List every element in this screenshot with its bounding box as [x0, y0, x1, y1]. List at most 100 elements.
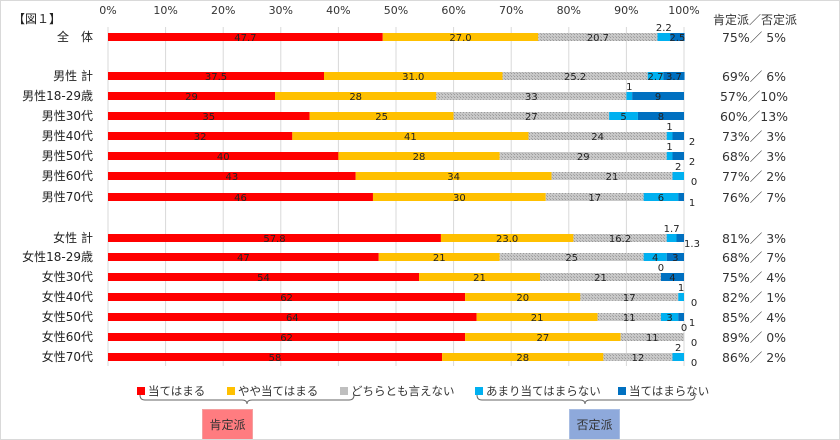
bar-segment	[108, 234, 441, 242]
data-label: 16.2	[609, 234, 631, 245]
data-label: 25	[375, 112, 388, 123]
row-label: 女性40代	[42, 289, 93, 304]
bar-segment	[643, 193, 679, 201]
bar-segment	[108, 353, 443, 361]
row-label: 男性30代	[42, 109, 93, 123]
bar-segment	[676, 234, 684, 242]
data-label: 0	[658, 263, 664, 274]
row-label: 女性30代	[42, 269, 93, 284]
row-label: 女性 計	[53, 230, 93, 245]
bar-segment	[108, 172, 356, 180]
data-label: 1	[666, 142, 672, 153]
bar-segment	[670, 33, 685, 41]
legend-label: あまり当てはまらない	[486, 384, 601, 398]
data-label: 3.7	[666, 72, 682, 83]
row-summary: 75%／ 5%	[722, 30, 786, 45]
data-label: 27.0	[449, 33, 471, 44]
data-label: 1	[626, 82, 632, 93]
bar-segment	[309, 112, 454, 120]
data-label: 11	[623, 313, 636, 324]
legend-item-atehamaru: 当てはまる	[137, 383, 205, 399]
row-summary: 77%／ 2%	[722, 169, 786, 184]
bar-segment	[551, 172, 673, 180]
bar-segment	[476, 313, 598, 321]
data-label: 2.2	[656, 23, 672, 34]
x-tick-label: 100%	[668, 4, 699, 17]
bar-segment	[643, 253, 667, 261]
bar-segment	[620, 333, 684, 341]
bar-segment	[108, 92, 276, 100]
bar-segment	[108, 313, 477, 321]
bar-segment	[657, 33, 671, 41]
data-label: 21	[473, 273, 486, 284]
data-label: 1.3	[684, 239, 700, 250]
row-summary: 75%／ 4%	[722, 270, 786, 285]
bar-segment	[499, 253, 644, 261]
row-summary: 60%／13%	[720, 109, 788, 124]
x-tick-label: 20%	[211, 4, 235, 17]
row-label: 男性 計	[53, 68, 93, 83]
data-label: 11	[646, 333, 659, 344]
bar-segment	[108, 253, 379, 261]
data-label: 27	[525, 112, 538, 123]
data-label: 40	[217, 152, 230, 163]
bar-segment	[597, 313, 661, 321]
row-summary: 69%／ 6%	[722, 69, 786, 84]
legend-label: やや当てはまる	[238, 384, 319, 398]
x-tick-label: 50%	[384, 4, 408, 17]
bar-segment	[108, 112, 310, 120]
bar-segment	[678, 293, 684, 301]
bar-segment	[442, 353, 604, 361]
data-label: 3	[672, 253, 678, 264]
bar-segment	[660, 313, 679, 321]
bar-segment	[378, 253, 500, 261]
x-tick-label: 10%	[153, 4, 177, 17]
data-label: 0	[691, 298, 697, 309]
data-label: 29	[577, 152, 590, 163]
negative-group-box: 否定派	[569, 409, 620, 439]
bar-segment	[453, 112, 610, 120]
data-label: 0	[691, 338, 697, 349]
bar-segment	[275, 92, 437, 100]
data-label: 41	[404, 132, 417, 143]
data-label: 1	[689, 318, 695, 329]
bar-segment	[609, 112, 638, 120]
data-label: 2	[689, 137, 695, 148]
row-label: 男性60代	[42, 169, 93, 183]
data-label: 24	[591, 132, 604, 143]
bar-segment	[108, 72, 324, 80]
bar-segment	[436, 92, 627, 100]
bar-segment	[672, 353, 684, 361]
data-label: 2.5	[669, 33, 685, 44]
bar-segment	[540, 273, 661, 281]
bar-segment	[666, 152, 673, 160]
data-label: 35	[202, 112, 215, 123]
x-tick-label: 90%	[614, 4, 638, 17]
bar-segment	[502, 72, 648, 80]
data-label: 62	[280, 333, 293, 344]
positive-group-box: 肯定派	[202, 409, 253, 439]
bar-segment	[672, 152, 684, 160]
data-label: 21	[594, 273, 607, 284]
row-label: 女性50代	[42, 309, 93, 324]
data-label: 21	[531, 313, 544, 324]
bar-segment	[108, 273, 420, 281]
data-label: 4	[652, 253, 658, 264]
data-label: 2	[689, 157, 695, 168]
bar-segment	[632, 92, 684, 100]
data-label: 54	[257, 273, 270, 284]
x-tick-label: 0%	[99, 4, 116, 17]
data-label: 17	[623, 293, 636, 304]
bar-segment	[672, 172, 684, 180]
legend-swatch	[227, 387, 235, 395]
legend-swatch	[618, 387, 626, 395]
data-label: 29	[185, 92, 198, 103]
bar-segment	[108, 33, 383, 41]
data-label: 37.5	[205, 72, 227, 83]
data-label: 1	[666, 122, 672, 133]
bar-segment	[108, 132, 293, 140]
data-label: 32	[194, 132, 207, 143]
data-label: 3	[666, 313, 672, 324]
data-label: 2	[675, 343, 681, 354]
